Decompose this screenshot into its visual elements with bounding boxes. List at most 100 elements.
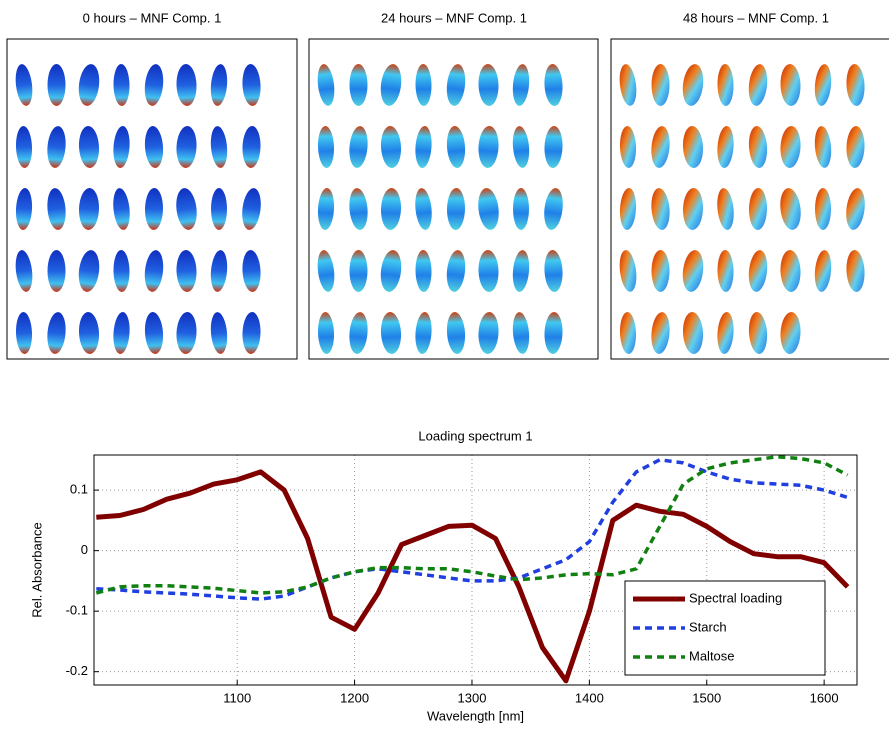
panel-image	[619, 64, 865, 354]
grain	[780, 64, 801, 106]
x-tick-label: 1100	[223, 690, 251, 705]
grain	[15, 312, 33, 354]
grain	[619, 312, 637, 354]
grain	[15, 64, 33, 106]
grain	[15, 188, 33, 230]
grain	[780, 188, 801, 230]
x-tick-label: 1400	[575, 690, 604, 705]
grain	[513, 188, 529, 230]
grain	[317, 64, 335, 106]
grain	[380, 64, 402, 106]
grain	[144, 312, 164, 354]
grain	[113, 188, 130, 230]
grain	[47, 250, 66, 292]
grain	[210, 312, 228, 354]
grain	[651, 312, 670, 354]
series-line	[96, 469, 850, 684]
grain	[113, 126, 130, 168]
panel-frame	[610, 38, 889, 360]
grain	[651, 126, 670, 168]
grain	[512, 126, 530, 168]
grain	[317, 126, 335, 168]
grain	[15, 126, 33, 168]
grain	[446, 64, 466, 106]
series-layer	[95, 455, 850, 684]
panel-frame	[6, 38, 298, 360]
grain	[651, 188, 670, 230]
grain	[446, 312, 466, 354]
panel-title: 0 hours – MNF Comp. 1	[83, 10, 222, 25]
grain	[846, 64, 865, 106]
grain	[748, 64, 768, 106]
grain	[317, 312, 335, 354]
panel-title: 24 hours – MNF Comp. 1	[381, 10, 527, 25]
grain	[846, 188, 865, 230]
grain	[619, 126, 637, 168]
grain	[478, 312, 499, 354]
grain	[176, 126, 197, 168]
grain	[814, 126, 832, 168]
grain	[415, 188, 432, 230]
x-tick-label: 1500	[692, 690, 721, 705]
grain	[78, 188, 100, 230]
grain	[242, 64, 261, 106]
grain	[717, 188, 734, 230]
grain	[380, 188, 402, 230]
grain	[317, 188, 335, 230]
grain	[748, 312, 768, 354]
grain	[446, 188, 466, 230]
grain	[380, 250, 402, 292]
y-axis-label: Rel. Absorbance	[29, 522, 44, 617]
grain	[478, 188, 499, 230]
grain	[176, 250, 197, 292]
grain	[380, 126, 402, 168]
grain	[846, 250, 865, 292]
grain	[748, 188, 768, 230]
grain	[47, 312, 66, 354]
grain	[144, 126, 164, 168]
grain	[814, 64, 832, 106]
series-line	[95, 455, 849, 595]
grain	[478, 126, 499, 168]
grain	[15, 250, 33, 292]
grain	[415, 250, 432, 292]
x-axis-label: Wavelength [nm]	[427, 708, 524, 723]
grain	[380, 312, 402, 354]
grain	[544, 64, 563, 106]
grain	[113, 250, 130, 292]
grain	[815, 188, 831, 230]
grain	[544, 126, 563, 168]
grain	[780, 250, 801, 292]
legend-label: Starch	[689, 619, 727, 634]
grain	[113, 312, 130, 354]
x-tick-label: 1300	[458, 690, 487, 705]
x-tick-label: 1600	[810, 690, 839, 705]
grain	[415, 312, 432, 354]
grain	[415, 64, 432, 106]
y-tick-label: -0.2	[66, 663, 88, 678]
grain	[814, 250, 832, 292]
grain	[317, 250, 335, 292]
grain	[544, 312, 563, 354]
grain	[210, 126, 228, 168]
grain	[144, 64, 164, 106]
grain	[544, 188, 563, 230]
grain	[349, 188, 368, 230]
grain	[512, 312, 530, 354]
grain	[144, 188, 164, 230]
grain	[242, 126, 261, 168]
grain	[619, 64, 637, 106]
grain	[682, 188, 704, 230]
grain	[651, 64, 670, 106]
grain	[717, 312, 734, 354]
y-tick-label: 0	[81, 542, 88, 557]
panel-image	[15, 64, 261, 354]
grain	[478, 64, 499, 106]
chart-title: Loading spectrum 1	[418, 428, 532, 443]
grain	[176, 188, 197, 230]
series-line	[96, 458, 849, 601]
y-tick-label: 0.1	[70, 482, 88, 497]
grain	[349, 64, 368, 106]
